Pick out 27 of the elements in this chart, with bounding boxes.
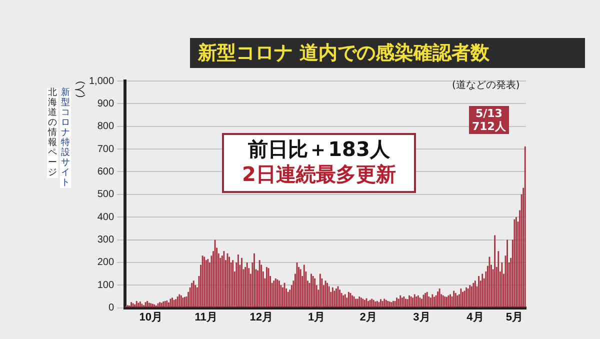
y-tick-label: 400	[97, 212, 114, 223]
x-tick-label: 3月	[413, 311, 430, 324]
annotation: 前日比＋183人	[247, 136, 391, 163]
x-tick-label: 11月	[194, 311, 218, 324]
x-tick-label: 1月	[308, 311, 326, 324]
y-tick-label: 200	[97, 257, 114, 268]
x-tick-label: 12月	[250, 311, 273, 324]
text: 北海道の情報ページ	[48, 88, 57, 178]
y-tick-label: 1,000	[88, 76, 114, 87]
y-tick-label: 600	[97, 166, 114, 178]
y-tick-label: 700	[97, 144, 114, 155]
annotation: 5/13 712人	[469, 106, 509, 134]
x-tick-label: 4月	[466, 311, 484, 324]
annotation: (道などの発表)	[452, 78, 520, 92]
y-tick-label: 300	[97, 234, 114, 246]
y-tick-label: 800	[97, 121, 114, 132]
x-tick-label: 5月	[506, 311, 523, 324]
x-tick-label: 2月	[360, 311, 377, 324]
y-tick-label: 0	[108, 302, 114, 314]
chart-title: 新型コロナ 道内での感染確認者数	[190, 38, 585, 68]
x-tick-label: 10月	[139, 311, 162, 324]
y-tick-label: 900	[97, 98, 114, 110]
y-tick-label: 500	[97, 189, 114, 200]
y-tick-label: 100	[97, 280, 114, 291]
y-axis-title: (人)	[74, 81, 86, 98]
text: 新型コロナ特設サイト	[61, 88, 70, 188]
annotation: 2日連続最多更新	[241, 161, 397, 188]
